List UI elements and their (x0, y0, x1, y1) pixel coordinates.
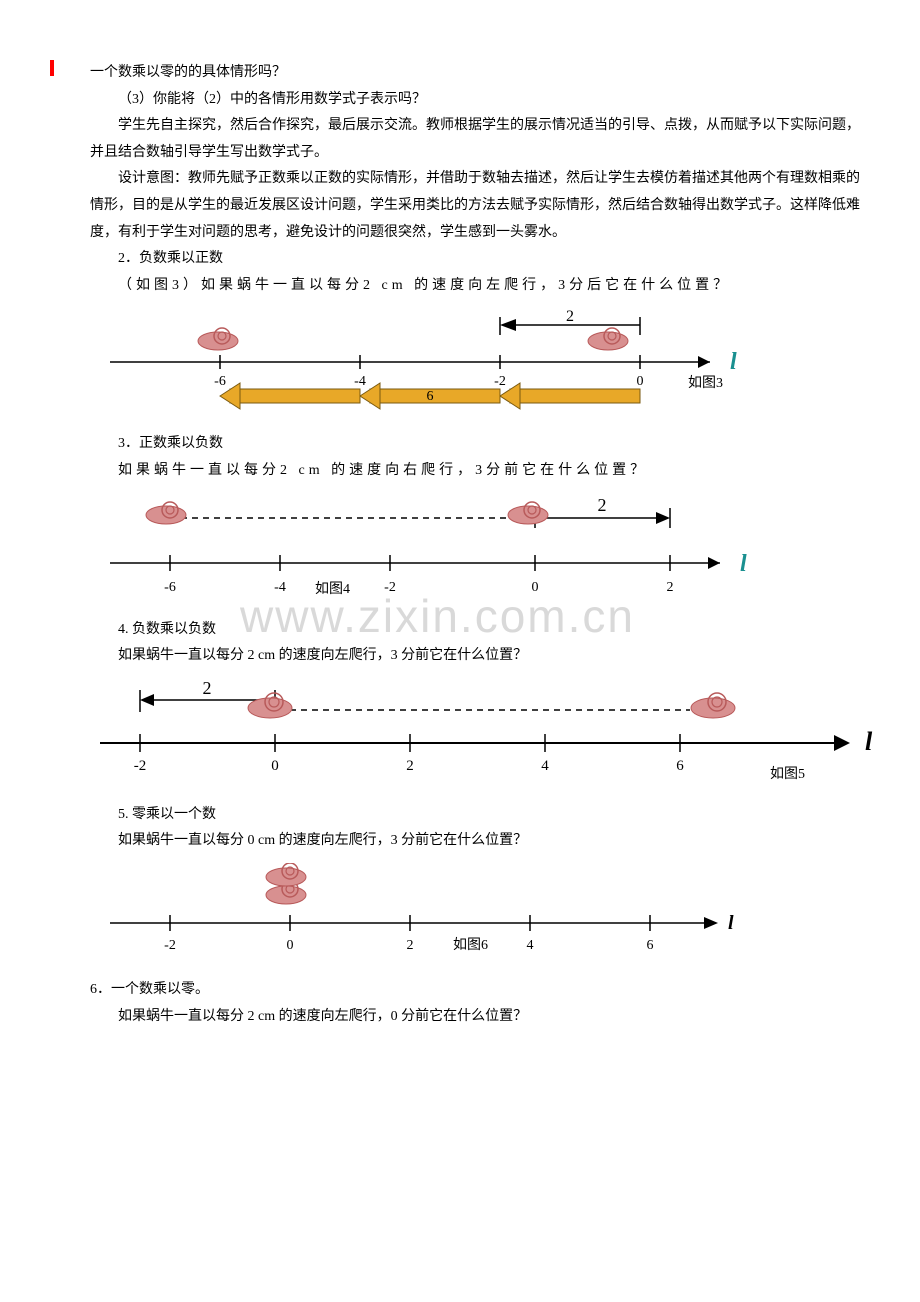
svg-text:4: 4 (541, 758, 549, 774)
section4-title: 4. 负数乘以负数 (50, 617, 870, 644)
section4-problem-text: 如果蜗牛一直以每分 2 cm 的速度向左爬行，3 分前它在什么位置？ (118, 648, 527, 663)
svg-text:4: 4 (527, 938, 534, 953)
svg-text:l: l (865, 727, 873, 756)
section3-problem: 如果蜗牛一直以每分2 cm 的速度向右爬行，3分前它在什么位置？ (50, 458, 870, 485)
section2-problem-text: （如图3）如果蜗牛一直以每分2 cm 的速度向左爬行，3分后它在什么位置？ (118, 278, 731, 293)
svg-text:0: 0 (271, 758, 279, 774)
section6-title: 6．一个数乘以零。 (50, 977, 870, 1004)
svg-text:-2: -2 (134, 758, 147, 774)
svg-text:-4: -4 (274, 580, 286, 595)
section3-problem-text: 如果蜗牛一直以每分2 cm 的速度向右爬行，3分前它在什么位置？ (118, 463, 648, 478)
section6-problem: 如果蜗牛一直以每分 2 cm 的速度向左爬行，0 分前它在什么位置？ (50, 1004, 870, 1031)
svg-text:如图5: 如图5 (770, 766, 805, 782)
svg-text:2: 2 (566, 308, 574, 325)
svg-text:0: 0 (637, 374, 644, 389)
svg-text:2: 2 (407, 938, 414, 953)
section2-title: 2．负数乘以正数 (50, 246, 870, 273)
svg-text:如图6: 如图6 (453, 937, 488, 953)
svg-text:-2: -2 (164, 938, 176, 953)
svg-text:6: 6 (676, 758, 684, 774)
figure4-svg: -6 -4 -2 0 2 2 l 如图4 (90, 493, 790, 603)
figure-4: -6 -4 -2 0 2 2 l 如图4 www.zixin.com.cn (90, 493, 870, 603)
figure-5: -2 0 2 4 6 2 l 如图5 (90, 678, 870, 788)
section3-title: 3．正数乘以负数 (50, 431, 870, 458)
svg-text:0: 0 (532, 580, 539, 595)
svg-text:如图3: 如图3 (688, 375, 723, 391)
svg-text:6: 6 (427, 389, 434, 404)
section6-problem-text: 如果蜗牛一直以每分 2 cm 的速度向左爬行，0 分前它在什么位置？ (118, 1009, 527, 1024)
section5-problem-text: 如果蜗牛一直以每分 0 cm 的速度向左爬行，3 分前它在什么位置？ (118, 833, 527, 848)
svg-text:-6: -6 (164, 580, 176, 595)
svg-text:2: 2 (598, 495, 607, 515)
intro-line2: （3）你能将（2）中的各情形用数学式子表示吗？ (50, 87, 870, 114)
svg-text:-2: -2 (494, 374, 506, 389)
red-cursor-bar (50, 60, 54, 76)
svg-text:2: 2 (203, 678, 212, 698)
section4-problem: 如果蜗牛一直以每分 2 cm 的速度向左爬行，3 分前它在什么位置？ (50, 643, 870, 670)
svg-text:-6: -6 (214, 374, 226, 389)
svg-text:2: 2 (406, 758, 414, 774)
svg-text:l: l (730, 349, 737, 375)
figure-3: -6 -4 -2 0 2 6 l 如图3 (90, 307, 870, 417)
svg-text:l: l (728, 912, 734, 934)
svg-text:2: 2 (667, 580, 674, 595)
svg-text:如图4: 如图4 (315, 581, 350, 597)
svg-text:6: 6 (647, 938, 654, 953)
svg-text:l: l (740, 551, 747, 577)
intro-line4: 设计意图：教师先赋予正数乘以正数的实际情形，并借助于数轴去描述，然后让学生去模仿… (50, 166, 870, 246)
figure3-svg: -6 -4 -2 0 2 6 l 如图3 (90, 307, 790, 417)
svg-text:-2: -2 (384, 580, 396, 595)
intro-line3: 学生先自主探究，然后合作探究，最后展示交流。教师根据学生的展示情况适当的引导、点… (50, 113, 870, 166)
svg-text:-4: -4 (354, 374, 366, 389)
section2-problem: （如图3）如果蜗牛一直以每分2 cm 的速度向左爬行，3分后它在什么位置？ (50, 273, 870, 300)
figure-6: -2 0 2 4 6 l 如图6 (90, 863, 870, 963)
figure6-svg: -2 0 2 4 6 l 如图6 (90, 863, 790, 963)
svg-text:0: 0 (287, 938, 294, 953)
intro-line1: 一个数乘以零的的具体情形吗？ (50, 60, 870, 87)
section5-problem: 如果蜗牛一直以每分 0 cm 的速度向左爬行，3 分前它在什么位置？ (50, 828, 870, 855)
figure5-svg: -2 0 2 4 6 2 l 如图5 (90, 678, 890, 788)
section5-title: 5. 零乘以一个数 (50, 802, 870, 829)
